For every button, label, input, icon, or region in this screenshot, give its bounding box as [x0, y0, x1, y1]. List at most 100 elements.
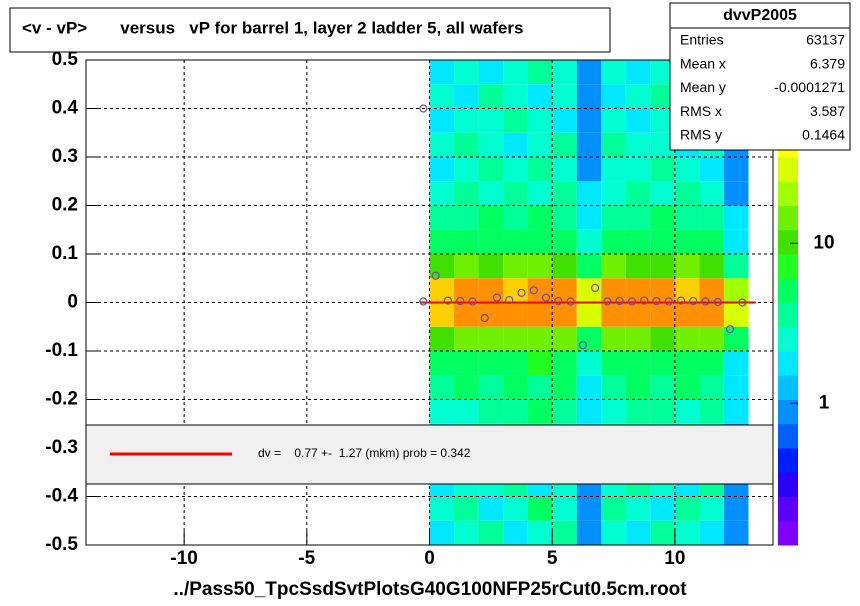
heat-cell — [478, 229, 504, 254]
heat-cell — [503, 496, 528, 521]
heat-cell — [674, 157, 700, 182]
heat-cell — [454, 108, 479, 133]
profile-point — [603, 297, 612, 306]
heat-cell — [601, 302, 626, 327]
stats-value: 63137 — [806, 32, 845, 48]
heat-cell — [454, 254, 479, 279]
heat-cell — [503, 229, 528, 254]
y-tick-label: -0.5 — [45, 534, 78, 555]
heat-cell — [625, 132, 651, 157]
heat-cell — [527, 181, 553, 206]
y-tick-label: -0.1 — [45, 340, 78, 361]
heat-cell — [699, 520, 724, 545]
heat-cell — [576, 351, 602, 376]
heat-cell — [503, 520, 528, 545]
profile-point — [480, 313, 489, 323]
heat-cell — [503, 205, 528, 230]
heat-cell — [454, 375, 479, 400]
heat-cell — [552, 157, 577, 182]
heat-cell — [454, 205, 479, 230]
heat-cell — [576, 157, 602, 182]
heat-cell — [576, 375, 602, 400]
heat-cell — [552, 399, 577, 424]
heat-cell — [478, 375, 504, 400]
heat-cell — [601, 132, 626, 157]
heat-cell — [576, 229, 602, 254]
heat-cell — [625, 84, 651, 109]
heat-cell — [478, 302, 504, 327]
heat-cell — [429, 84, 455, 109]
colorbar-segment — [778, 326, 798, 352]
colorbar-segment — [778, 254, 798, 279]
heat-cell — [699, 181, 724, 206]
heat-cell — [601, 84, 626, 109]
heat-cell — [723, 229, 749, 254]
heat-cell — [552, 496, 577, 521]
heat-cell — [503, 132, 528, 157]
heat-cell — [552, 229, 577, 254]
heat-cell — [552, 132, 577, 157]
heat-cell — [454, 496, 479, 521]
profile-point — [738, 298, 747, 307]
heat-cell — [650, 229, 675, 254]
heat-cell — [429, 181, 455, 206]
heat-cell — [478, 326, 504, 351]
heat-cell — [503, 375, 528, 400]
profile-point — [456, 296, 465, 306]
heat-cell — [576, 60, 602, 85]
stats-name: Entries — [680, 32, 724, 48]
heat-cell — [650, 157, 675, 182]
heat-cell — [601, 375, 626, 400]
heat-cell — [478, 132, 504, 157]
profile-point — [529, 286, 538, 295]
heat-cell — [429, 399, 455, 424]
heat-cell — [527, 520, 553, 545]
heat-cell — [699, 351, 724, 376]
heat-cell — [576, 84, 602, 109]
heat-cell — [723, 520, 749, 545]
heat-cell — [429, 254, 455, 279]
profile-point — [517, 288, 526, 297]
heat-cell — [552, 375, 577, 400]
heat-cell — [552, 108, 577, 133]
heat-cell — [723, 254, 749, 279]
colorbar-segment — [778, 351, 798, 376]
heat-cell — [650, 205, 675, 230]
profile-point — [664, 297, 673, 306]
heat-cell — [576, 326, 602, 351]
heat-cell — [527, 326, 553, 351]
profile-point — [505, 295, 514, 305]
heat-cell — [527, 229, 553, 254]
heat-cell — [723, 302, 749, 327]
y-tick-label: 0.4 — [52, 98, 79, 119]
heat-cell — [674, 351, 700, 376]
heat-cell — [429, 278, 455, 303]
heat-cell — [674, 302, 700, 327]
heat-cell — [625, 108, 651, 133]
heat-cell — [478, 351, 504, 376]
heat-cell — [699, 205, 724, 230]
heat-cell — [552, 205, 577, 230]
y-tick-label: 0.5 — [52, 49, 79, 70]
colorbar-segment — [778, 375, 798, 400]
heat-cell — [429, 132, 455, 157]
heat-cell — [503, 60, 528, 85]
heat-cell — [699, 375, 724, 400]
profile-point — [443, 296, 453, 305]
heat-cell — [650, 254, 675, 279]
heat-cell — [723, 399, 749, 424]
heat-cell — [527, 132, 553, 157]
heat-cell — [625, 399, 651, 424]
y-tick-label: 0.2 — [52, 195, 78, 216]
heat-cell — [552, 84, 577, 109]
heat-cell — [601, 181, 626, 206]
heat-cell — [625, 254, 651, 279]
chart-title: <v - vP> versus vP for barrel 1, layer 2… — [22, 18, 523, 37]
heat-cell — [429, 205, 455, 230]
heat-cell — [576, 254, 602, 279]
heat-cell — [601, 205, 626, 230]
heat-cell — [674, 496, 700, 521]
heat-cell — [527, 278, 553, 303]
y-tick-label: 0.3 — [52, 146, 78, 167]
heat-cell — [552, 181, 577, 206]
